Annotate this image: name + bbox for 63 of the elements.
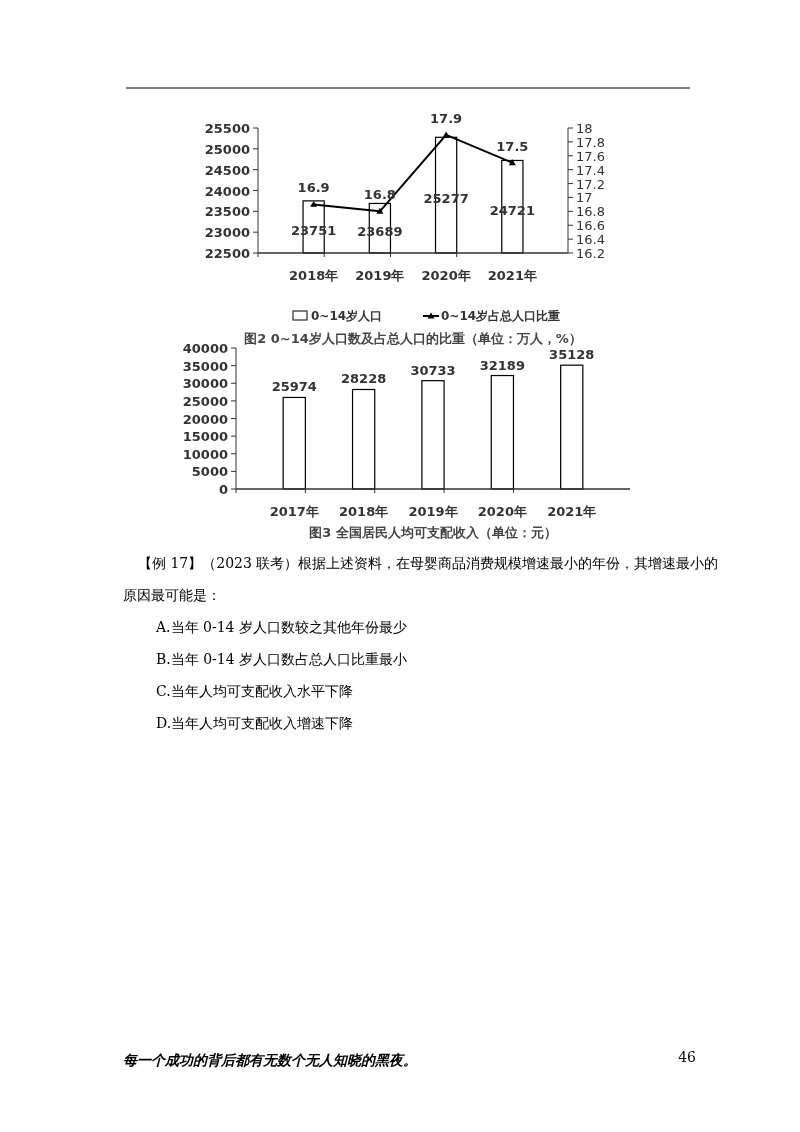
point xyxy=(310,200,318,207)
x-tick-label: 2021年 xyxy=(547,504,597,519)
y-tick-label: 30000 xyxy=(182,376,228,392)
text: D.当年人均可支配收入增速下降 xyxy=(156,715,354,731)
bar xyxy=(282,396,306,490)
y-tick-label: 5000 xyxy=(191,464,228,480)
data-label: 25974 xyxy=(271,379,317,395)
y-tick-label: 15000 xyxy=(182,429,228,445)
y2-tick-label: 17 xyxy=(576,190,593,206)
x-tick-label: 2018年 xyxy=(339,504,389,519)
y-tick-label: 35000 xyxy=(182,358,228,374)
text: 图2 0~14岁人口数及占总人口的比重（单位：万人，%） xyxy=(244,331,582,346)
text: 46 xyxy=(678,1049,697,1065)
bar xyxy=(421,380,445,490)
x-tick-label: 2021年 xyxy=(487,268,537,283)
x-tick-label: 2020年 xyxy=(421,268,471,283)
data-label: 16.9 xyxy=(297,180,330,196)
bar xyxy=(351,388,376,490)
data-label: 16.8 xyxy=(363,187,396,203)
x-tick-label: 2019年 xyxy=(408,504,458,519)
y-tick-label: 23000 xyxy=(204,225,250,241)
bar xyxy=(560,364,584,490)
point xyxy=(508,159,516,166)
text: 【例 17】（2023 联考）根据上述资料，在母婴商品消费规模增速最小的年份，其增速最小的原因最可能是： xyxy=(123,555,719,603)
y-tick-label: 40000 xyxy=(182,341,228,356)
data-label: 30733 xyxy=(410,362,456,378)
y-tick-label: 22500 xyxy=(204,246,250,261)
x-tick-label: 2017年 xyxy=(269,504,319,519)
text: A.当年 0-14 岁人口数较之其他年份最少 xyxy=(155,619,407,635)
y-tick-label: 10000 xyxy=(182,446,228,462)
data-label: 17.5 xyxy=(496,138,529,154)
bar xyxy=(490,374,515,490)
y-tick-label: 0 xyxy=(218,482,228,497)
x-tick-label: 2019年 xyxy=(355,268,405,283)
x-tick-label: 2018年 xyxy=(289,268,339,283)
y-tick-label: 25000 xyxy=(204,141,250,157)
y-tick-label: 24500 xyxy=(204,162,250,178)
data-label: 28228 xyxy=(341,371,387,387)
y2-tick-label: 17.4 xyxy=(576,162,605,178)
y-tick-label: 24000 xyxy=(204,183,250,199)
legend-label: 0~14岁人口 xyxy=(311,309,383,323)
y2-tick-label: 18 xyxy=(576,121,593,136)
text: 每一个成功的背后都有无数个无人知晓的黑夜。 xyxy=(123,1052,417,1068)
y-tick-label: 25500 xyxy=(204,121,250,136)
y2-tick-label: 17.6 xyxy=(576,148,605,164)
data-label: 35128 xyxy=(549,347,595,363)
y-tick-label: 20000 xyxy=(182,411,228,427)
y2-tick-label: 16.8 xyxy=(576,204,605,220)
y2-tick-label: 17.2 xyxy=(576,176,605,192)
x-tick-label: 2020年 xyxy=(477,504,527,519)
y2-tick-label: 16.2 xyxy=(576,246,605,261)
data-label: 17.9 xyxy=(430,110,463,126)
y-tick-label: 25000 xyxy=(182,393,228,409)
legend-label: 0~14岁占总人口比重 xyxy=(441,309,561,323)
y-tick-label: 23500 xyxy=(204,204,250,220)
y2-tick-label: 16.6 xyxy=(576,218,605,234)
text: 图3 全国居民人均可支配收入（单位：元） xyxy=(309,525,557,540)
data-label: 32189 xyxy=(479,357,525,373)
text: B.当年 0-14 岁人口数占总人口比重最小 xyxy=(156,651,408,667)
y2-tick-label: 16.4 xyxy=(576,232,605,248)
text: C.当年人均可支配收入水平下降 xyxy=(156,683,353,699)
point xyxy=(376,207,384,214)
y2-tick-label: 17.8 xyxy=(576,134,605,150)
